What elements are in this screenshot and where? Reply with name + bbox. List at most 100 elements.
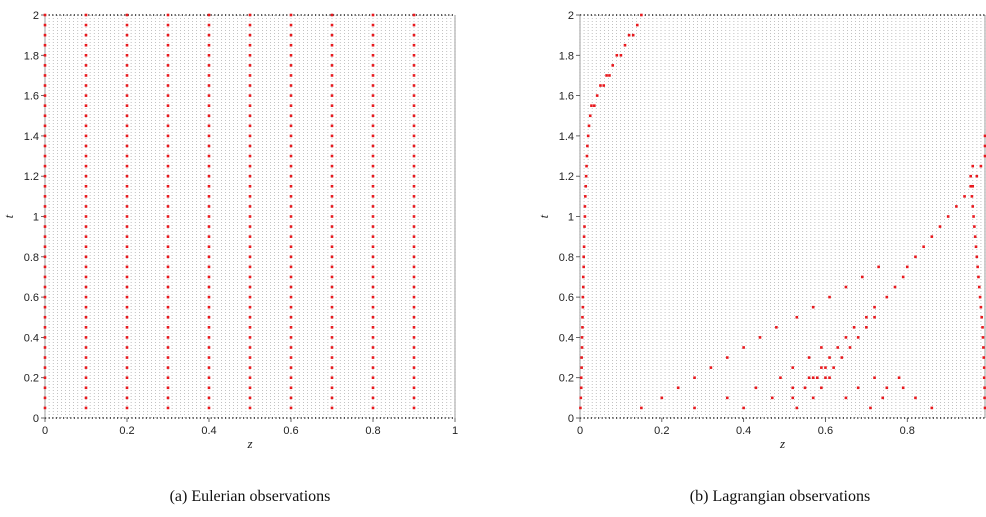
observation-point bbox=[371, 215, 375, 218]
observation-point bbox=[207, 144, 211, 148]
observation-point bbox=[125, 205, 129, 208]
observation-point bbox=[330, 215, 334, 218]
observation-point bbox=[84, 174, 88, 178]
observation-point bbox=[330, 13, 334, 17]
observation-point bbox=[330, 33, 334, 37]
observation-points bbox=[43, 13, 416, 410]
observation-point bbox=[412, 386, 416, 390]
observation-point bbox=[207, 104, 211, 107]
observation-point bbox=[84, 346, 88, 349]
observation-point bbox=[43, 326, 47, 329]
observation-point bbox=[412, 74, 416, 77]
observation-point bbox=[584, 174, 588, 178]
observation-point bbox=[791, 366, 795, 369]
observation-point bbox=[412, 336, 416, 339]
observation-point bbox=[248, 336, 252, 339]
y-tick-label: 0.2 bbox=[559, 373, 574, 385]
observation-point bbox=[166, 54, 170, 57]
observation-point bbox=[330, 54, 334, 57]
observation-point bbox=[371, 386, 375, 390]
observation-point bbox=[125, 54, 129, 57]
observation-point bbox=[43, 356, 47, 359]
observation-point bbox=[166, 174, 170, 178]
observation-point bbox=[330, 94, 334, 97]
observation-point bbox=[289, 326, 293, 329]
observation-point bbox=[412, 315, 416, 319]
observation-point bbox=[860, 275, 864, 279]
observation-point bbox=[969, 184, 972, 188]
x-tick-label: 0.8 bbox=[900, 425, 915, 437]
observation-point bbox=[885, 386, 889, 390]
observation-point bbox=[371, 184, 375, 188]
observation-point bbox=[125, 386, 129, 390]
observation-point bbox=[166, 13, 170, 17]
observation-point bbox=[84, 64, 88, 67]
observation-point bbox=[330, 184, 334, 188]
observation-point bbox=[84, 195, 88, 198]
observation-point bbox=[371, 164, 375, 168]
observation-point bbox=[166, 84, 170, 87]
x-tick-label: 0 bbox=[577, 425, 583, 437]
observation-point bbox=[330, 195, 334, 198]
observation-point bbox=[289, 285, 293, 289]
observation-point bbox=[43, 406, 47, 410]
observation-point bbox=[207, 205, 211, 208]
observation-point bbox=[412, 265, 416, 269]
observation-point bbox=[84, 265, 88, 269]
observation-point bbox=[289, 265, 293, 269]
observation-point bbox=[371, 33, 375, 37]
observation-point bbox=[795, 315, 799, 319]
observation-point bbox=[248, 164, 252, 168]
observation-point bbox=[605, 74, 608, 77]
observation-point bbox=[330, 134, 334, 138]
y-tick-label: 1.4 bbox=[24, 131, 39, 143]
observation-point bbox=[166, 43, 170, 47]
observation-point bbox=[207, 245, 211, 249]
observation-point bbox=[43, 265, 47, 269]
observation-point bbox=[166, 23, 170, 27]
observation-point bbox=[330, 74, 334, 77]
observation-point bbox=[412, 84, 416, 87]
observation-point bbox=[580, 346, 584, 349]
observation-point bbox=[775, 326, 778, 329]
observation-point bbox=[893, 285, 897, 289]
observation-point bbox=[43, 305, 47, 309]
observation-point bbox=[330, 356, 334, 359]
x-tick-label: 0 bbox=[42, 425, 48, 437]
observation-point bbox=[371, 114, 375, 118]
observation-point bbox=[371, 144, 375, 148]
observation-point bbox=[885, 295, 889, 299]
observation-point bbox=[43, 366, 47, 369]
observation-point bbox=[330, 154, 334, 158]
observation-point bbox=[742, 346, 745, 349]
observation-point bbox=[289, 64, 293, 67]
observation-point bbox=[582, 265, 585, 269]
observation-point bbox=[412, 406, 416, 410]
observation-point bbox=[289, 13, 293, 17]
observation-point bbox=[412, 285, 416, 289]
y-tick-label: 1 bbox=[568, 212, 574, 224]
observation-point bbox=[914, 255, 917, 259]
observation-point bbox=[289, 134, 293, 138]
observation-point bbox=[248, 184, 252, 188]
observation-point bbox=[836, 346, 840, 349]
observation-point bbox=[579, 376, 583, 379]
observation-point bbox=[248, 94, 252, 97]
observation-point bbox=[640, 13, 643, 17]
observation-point bbox=[979, 164, 983, 168]
observation-point bbox=[125, 114, 129, 118]
y-tick-label: 1.2 bbox=[24, 171, 39, 183]
y-tick-label: 0 bbox=[33, 413, 39, 425]
observation-point bbox=[619, 54, 623, 57]
observation-point bbox=[585, 154, 589, 158]
observation-point bbox=[207, 315, 211, 319]
observation-point bbox=[207, 164, 211, 168]
observation-point bbox=[166, 235, 170, 238]
observation-point bbox=[330, 245, 334, 249]
observation-point bbox=[978, 295, 982, 299]
observation-point bbox=[207, 13, 211, 17]
observation-point bbox=[43, 134, 47, 138]
observation-point bbox=[166, 144, 170, 148]
observation-point bbox=[84, 235, 88, 238]
